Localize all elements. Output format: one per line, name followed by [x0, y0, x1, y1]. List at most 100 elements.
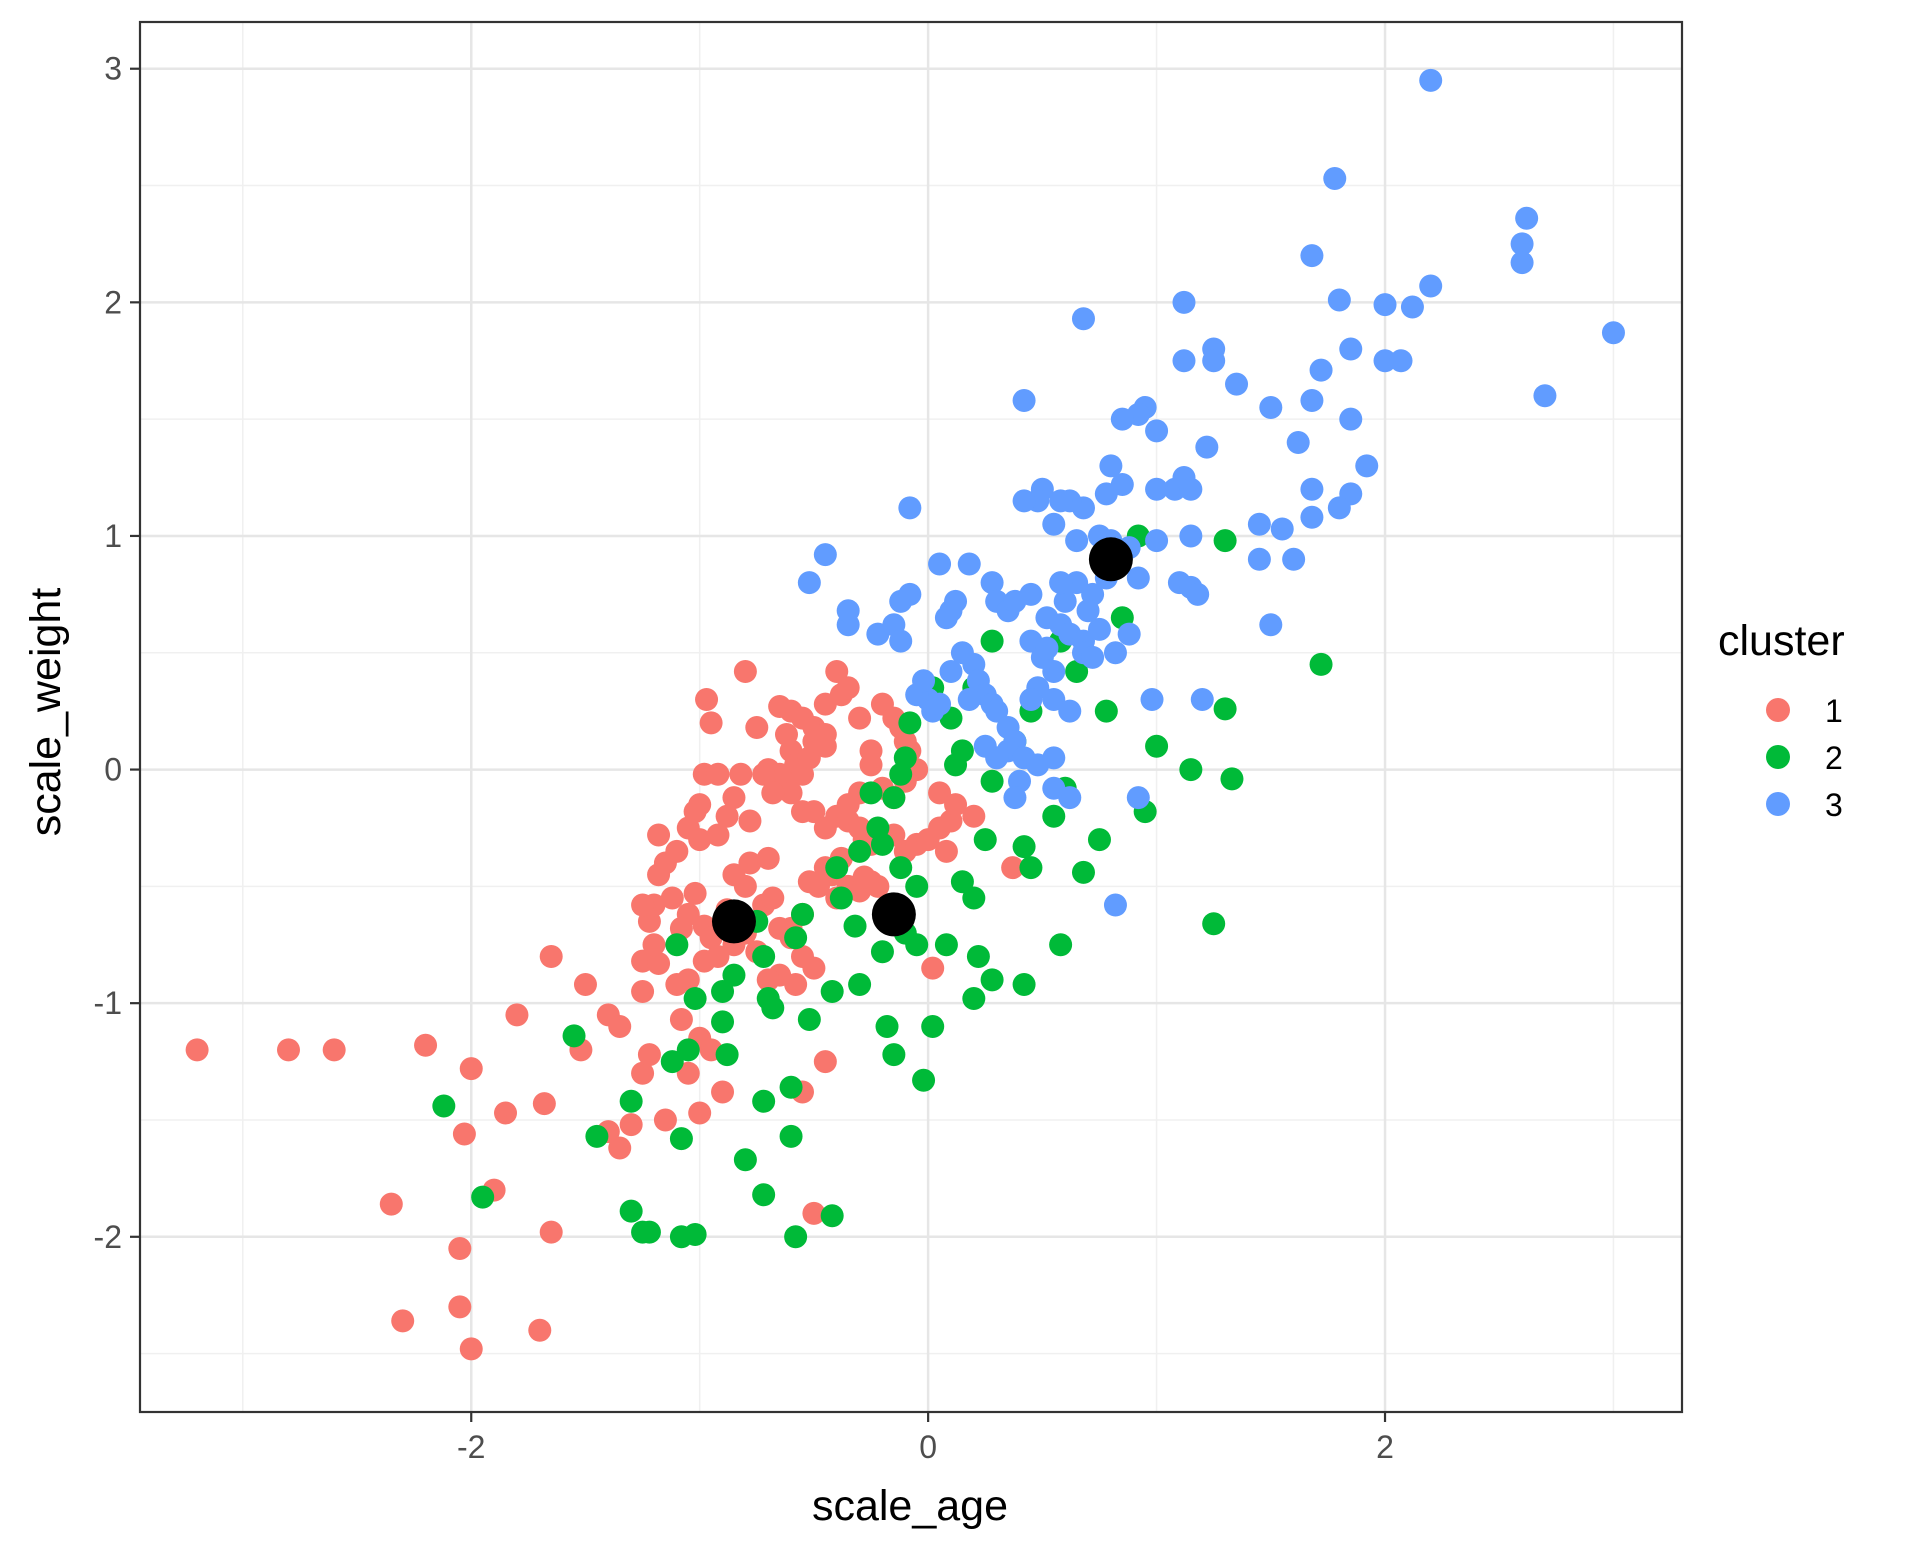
data-point-cluster-1: [706, 762, 730, 786]
data-point-cluster-2: [848, 972, 872, 996]
data-point-cluster-1: [683, 881, 707, 905]
data-point-cluster-3: [1373, 293, 1397, 317]
data-point-cluster-2: [1087, 828, 1111, 852]
data-point-cluster-2: [637, 1220, 661, 1244]
y-tick-label: -1: [94, 985, 122, 1021]
data-point-cluster-2: [889, 856, 913, 880]
data-point-cluster-1: [692, 949, 716, 973]
data-point-cluster-2: [562, 1024, 586, 1048]
legend-title: cluster: [1718, 617, 1845, 665]
legend-items: 1 2 3: [1766, 693, 1843, 823]
data-point-cluster-3: [898, 496, 922, 520]
legend-label-3: 3: [1825, 787, 1843, 823]
legend-key-2: [1766, 745, 1790, 769]
data-point-cluster-3: [1286, 431, 1310, 455]
data-point-cluster-1: [637, 1043, 661, 1067]
data-point-cluster-2: [1012, 835, 1036, 859]
data-point-cluster-2: [944, 753, 968, 777]
data-point-cluster-1: [706, 823, 730, 847]
x-tick-label: 2: [1376, 1429, 1394, 1465]
data-point-cluster-1: [774, 723, 798, 747]
data-point-cluster-3: [1076, 599, 1100, 623]
data-point-cluster-3: [1035, 636, 1059, 660]
data-point-cluster-3: [934, 606, 958, 630]
data-point-cluster-2: [752, 944, 776, 968]
data-point-cluster-1: [921, 956, 945, 980]
data-point-cluster-1: [688, 1101, 712, 1125]
data-point-cluster-2: [722, 963, 746, 987]
data-point-cluster-2: [980, 968, 1004, 992]
data-point-cluster-1: [761, 781, 785, 805]
data-point-cluster-3: [1179, 477, 1203, 501]
data-point-cluster-3: [1126, 566, 1150, 590]
data-point-cluster-2: [1145, 734, 1169, 758]
data-point-cluster-3: [1012, 388, 1036, 412]
data-point-cluster-1: [836, 793, 860, 817]
data-point-cluster-2: [820, 1204, 844, 1228]
data-point-cluster-2: [912, 1068, 936, 1092]
data-point-cluster-3: [1300, 505, 1324, 529]
data-point-cluster-1: [532, 1092, 556, 1116]
x-axis-title: scale_age: [812, 1482, 1008, 1530]
data-point-cluster-2: [962, 987, 986, 1011]
data-point-cluster-3: [1202, 349, 1226, 373]
data-point-cluster-3: [1373, 349, 1397, 373]
data-point-cluster-2: [1094, 699, 1118, 723]
data-point-cluster-1: [642, 933, 666, 957]
data-point-cluster-1: [825, 659, 849, 683]
data-point-cluster-3: [1172, 349, 1196, 373]
data-point-cluster-1: [802, 730, 826, 754]
data-point-cluster-2: [1213, 529, 1237, 553]
data-point-cluster-2: [848, 839, 872, 863]
data-point-cluster-1: [539, 1220, 563, 1244]
data-point-cluster-1: [448, 1236, 472, 1260]
data-point-cluster-1: [738, 851, 762, 875]
data-point-cluster-1: [752, 762, 776, 786]
data-point-cluster-2: [973, 828, 997, 852]
data-point-cluster-2: [820, 979, 844, 1003]
data-point-cluster-3: [1042, 687, 1066, 711]
data-point-cluster-1: [665, 839, 689, 863]
data-point-cluster-2: [779, 1124, 803, 1148]
data-point-cluster-2: [619, 1199, 643, 1223]
data-point-cluster-2: [752, 1183, 776, 1207]
data-point-cluster-1: [647, 951, 671, 975]
data-point-cluster-3: [1049, 489, 1073, 513]
data-point-cluster-1: [322, 1038, 346, 1062]
data-point-cluster-3: [898, 582, 922, 606]
data-point-cluster-3: [1071, 307, 1095, 331]
data-point-cluster-3: [1094, 482, 1118, 506]
data-point-cluster-3: [889, 629, 913, 653]
data-point-cluster-1: [528, 1318, 552, 1342]
data-point-cluster-3: [1145, 419, 1169, 443]
data-point-cluster-1: [928, 781, 952, 805]
data-point-cluster-2: [432, 1094, 456, 1118]
legend-key-3: [1766, 792, 1790, 816]
data-point-cluster-1: [452, 1122, 476, 1146]
cluster-centroid: [1088, 537, 1133, 582]
data-point-cluster-3: [1327, 288, 1351, 312]
data-point-cluster-3: [1058, 699, 1082, 723]
data-point-cluster-3: [1126, 786, 1150, 810]
data-point-cluster-1: [813, 692, 837, 716]
data-point-cluster-1: [738, 809, 762, 833]
data-point-cluster-1: [733, 874, 757, 898]
data-point-cluster-2: [843, 914, 867, 938]
data-point-cluster-1: [539, 944, 563, 968]
data-point-cluster-2: [934, 933, 958, 957]
data-point-cluster-2: [779, 1075, 803, 1099]
data-point-cluster-1: [711, 1080, 735, 1104]
data-point-cluster-1: [448, 1295, 472, 1319]
data-point-cluster-2: [784, 926, 808, 950]
data-point-cluster-3: [1042, 746, 1066, 770]
data-point-cluster-3: [1065, 571, 1089, 595]
data-point-cluster-1: [619, 1113, 643, 1137]
data-point-cluster-1: [505, 1003, 529, 1027]
points-layer: [185, 68, 1625, 1361]
data-point-cluster-2: [797, 1008, 821, 1032]
y-tick-label: -2: [94, 1219, 122, 1255]
data-point-cluster-3: [928, 552, 952, 576]
data-point-cluster-2: [790, 902, 814, 926]
data-point-cluster-3: [1419, 274, 1443, 298]
